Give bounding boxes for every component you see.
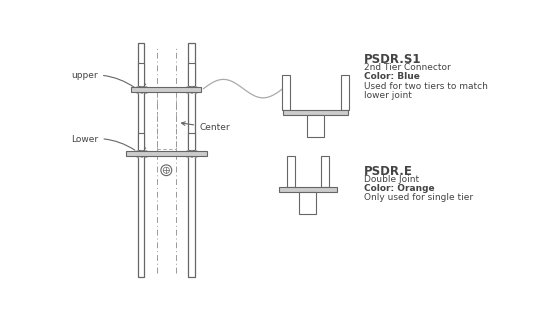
Text: lower joint: lower joint	[363, 91, 411, 100]
FancyBboxPatch shape	[287, 156, 295, 187]
Text: Lower: Lower	[71, 135, 135, 150]
Text: Color: Blue: Color: Blue	[363, 72, 420, 82]
Text: Only used for single tier: Only used for single tier	[363, 193, 472, 202]
FancyBboxPatch shape	[282, 110, 348, 115]
Text: PSDR.E: PSDR.E	[363, 165, 413, 178]
FancyBboxPatch shape	[131, 87, 201, 92]
Text: upper: upper	[71, 71, 135, 88]
FancyBboxPatch shape	[282, 75, 290, 110]
FancyBboxPatch shape	[341, 75, 349, 110]
Text: 2nd Tier Connector: 2nd Tier Connector	[363, 63, 450, 72]
FancyBboxPatch shape	[126, 151, 207, 156]
FancyBboxPatch shape	[188, 133, 194, 150]
Text: Double Joint: Double Joint	[363, 175, 418, 184]
Text: Used for two tiers to match: Used for two tiers to match	[363, 82, 488, 91]
FancyBboxPatch shape	[321, 156, 329, 187]
Circle shape	[161, 165, 172, 176]
FancyBboxPatch shape	[138, 43, 144, 277]
Text: Color: Orange: Color: Orange	[363, 184, 434, 193]
Text: PSDR.S1: PSDR.S1	[363, 53, 421, 66]
FancyBboxPatch shape	[138, 133, 144, 150]
FancyBboxPatch shape	[299, 192, 316, 214]
FancyBboxPatch shape	[307, 115, 324, 137]
FancyBboxPatch shape	[138, 63, 144, 86]
FancyBboxPatch shape	[279, 187, 337, 192]
FancyBboxPatch shape	[188, 63, 194, 86]
Text: Center: Center	[181, 122, 230, 132]
FancyBboxPatch shape	[188, 43, 194, 277]
